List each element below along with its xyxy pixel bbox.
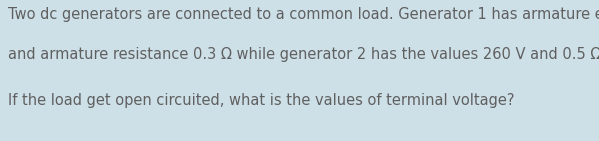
Text: Two dc generators are connected to a common load. Generator 1 has armature emf o: Two dc generators are connected to a com… [8, 7, 599, 23]
Text: and armature resistance 0.3 Ω while generator 2 has the values 260 V and 0.5 Ω r: and armature resistance 0.3 Ω while gene… [8, 48, 599, 62]
Text: If the load get open circuited, what is the values of terminal voltage?: If the load get open circuited, what is … [8, 92, 515, 107]
